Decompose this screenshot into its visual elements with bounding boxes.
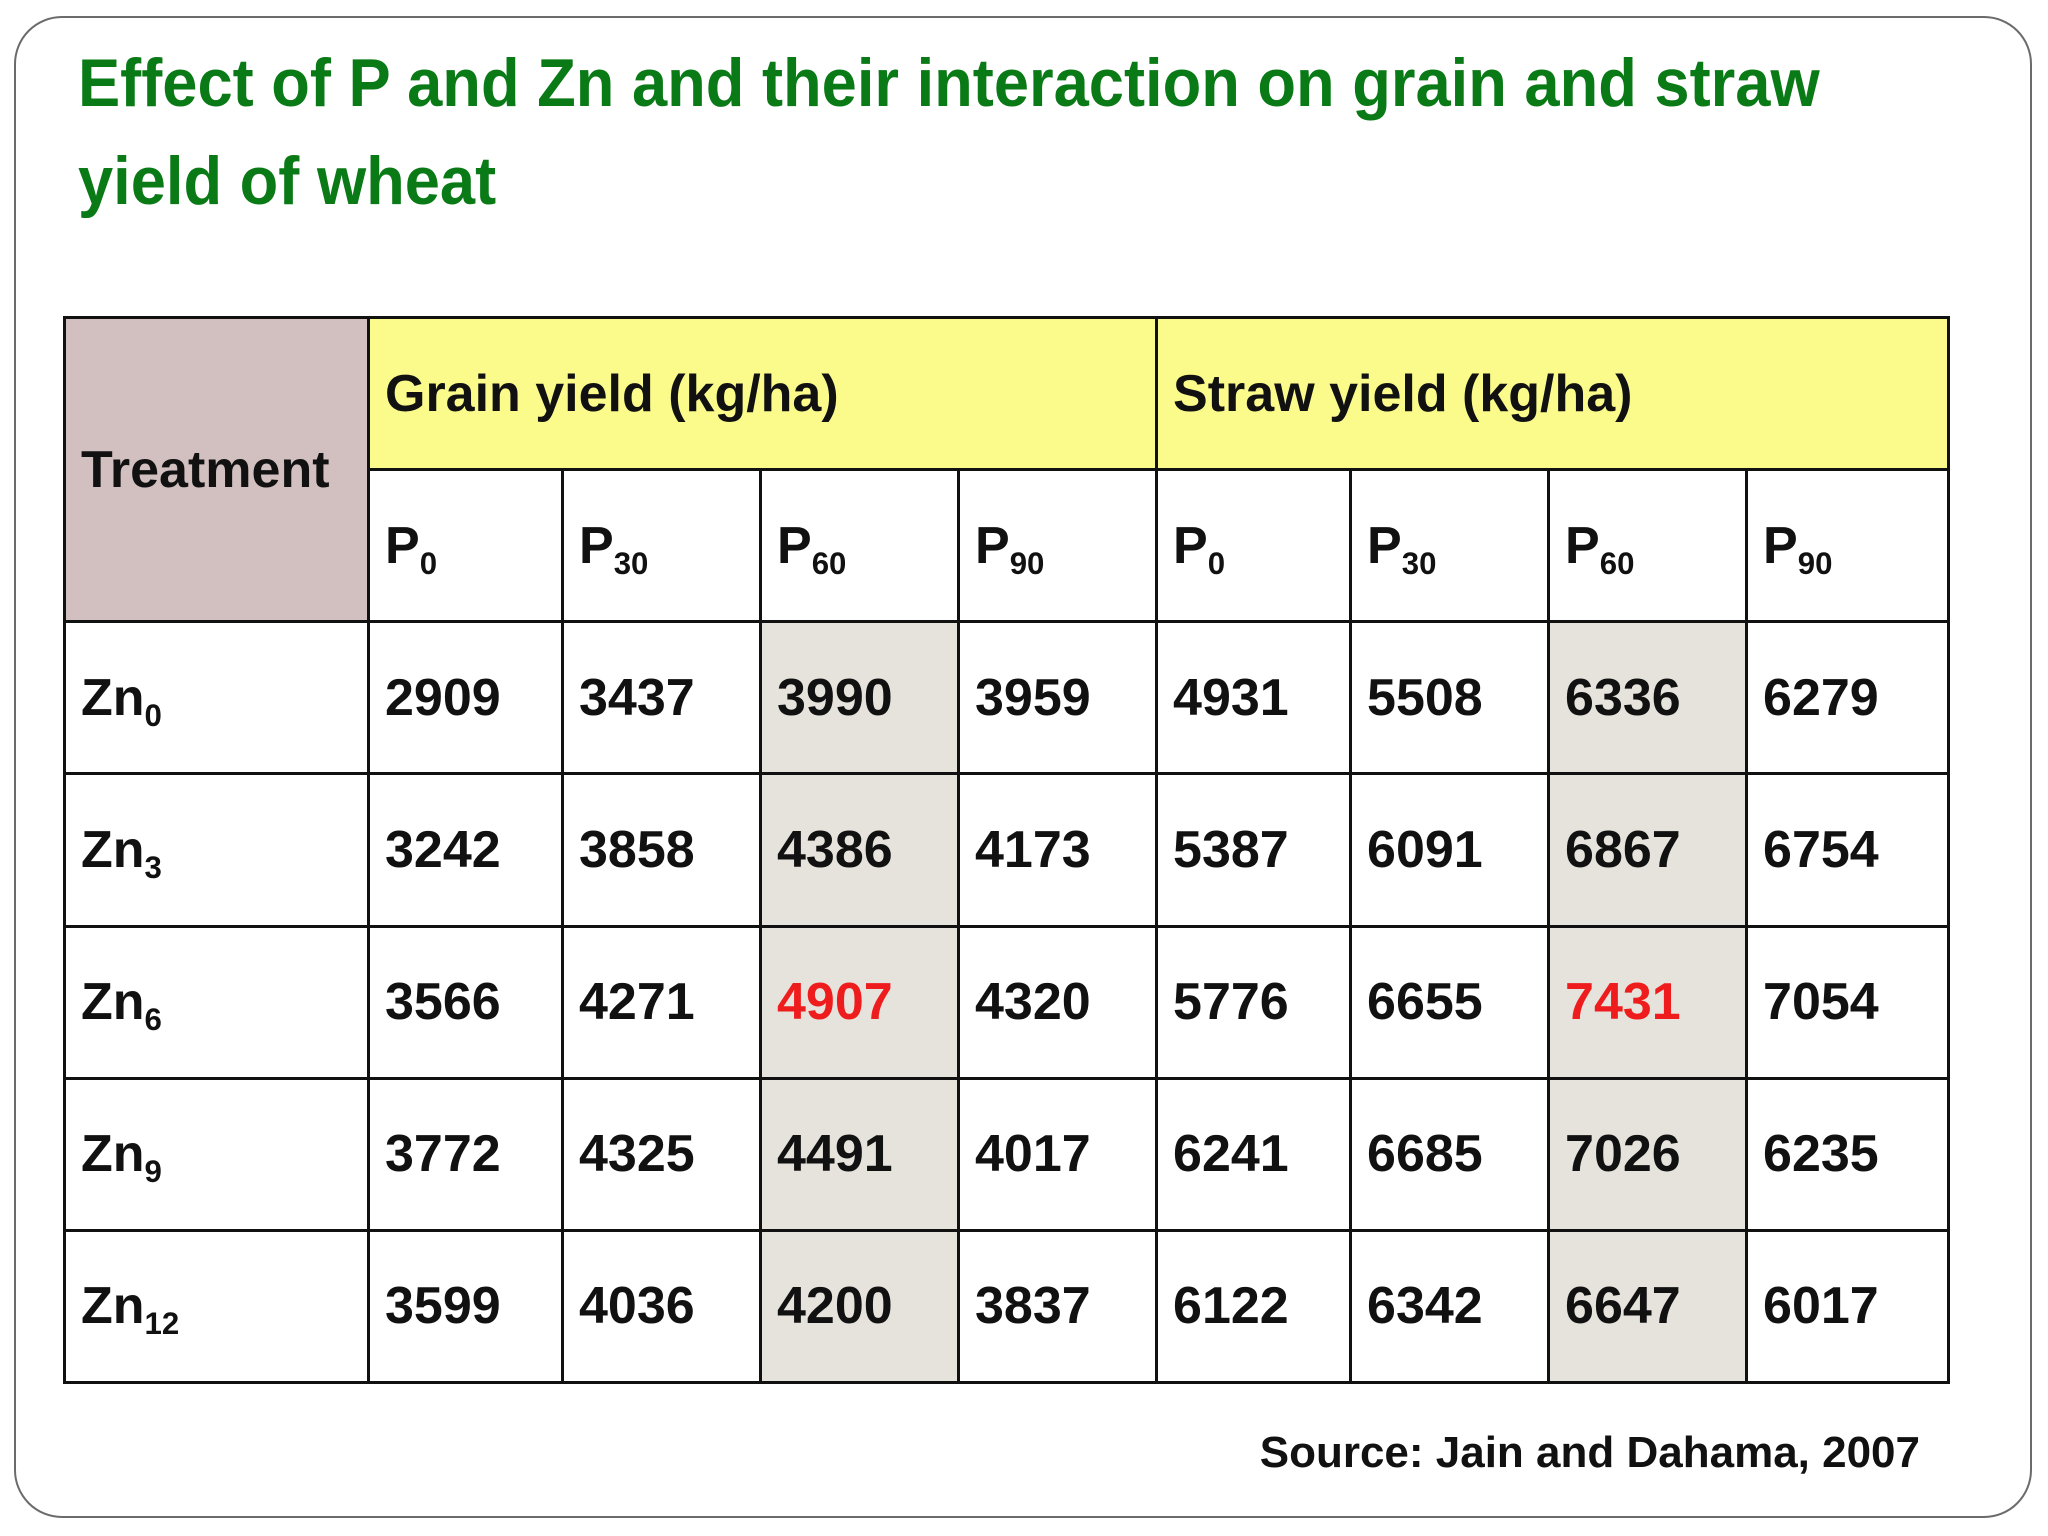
yield-cell: 4173 (956, 772, 1159, 928)
yield-cell: 7054 (1745, 924, 1951, 1080)
yield-cell: 4320 (956, 924, 1159, 1080)
yield-cell: 5776 (1155, 924, 1353, 1080)
table-row: Zn9 3772 4325 4491 4017 6241 6685 7026 6235 (63, 1076, 1951, 1232)
p-level-header: P30 (1349, 468, 1551, 624)
zn-level-label: Zn0 (63, 620, 370, 776)
yield-cell: 3959 (956, 620, 1159, 776)
yield-cell: 7431 (1547, 924, 1749, 1080)
yield-cell: 3772 (367, 1076, 564, 1232)
yield-cell: 3990 (759, 620, 960, 776)
yield-cell: 6336 (1547, 620, 1749, 776)
p-level-subscript: 30 (613, 545, 649, 581)
yield-cell: 4386 (759, 772, 960, 928)
yield-cell: 4036 (561, 1228, 762, 1385)
zn-level-base: Zn (81, 973, 145, 1032)
p-level-header: P60 (759, 468, 960, 624)
grain-yield-header: Grain yield (kg/ha) (366, 315, 1159, 472)
zn-level-subscript: 12 (144, 1306, 180, 1342)
table-row: Zn3 3242 3858 4386 4173 5387 6091 6867 6754 (63, 772, 1951, 928)
p-level-base: P (579, 516, 614, 575)
table-row: Zn0 2909 3437 3990 3959 4931 5508 6336 6279 (63, 620, 1951, 776)
yield-table: Treatment Grain yield (kg/ha) Straw yiel… (63, 315, 1951, 1385)
yield-cell: 5508 (1349, 620, 1551, 776)
yield-cell: 4931 (1155, 620, 1353, 776)
yield-cell: 4325 (561, 1076, 762, 1232)
yield-cell: 6235 (1745, 1076, 1951, 1232)
zn-level-subscript: 6 (144, 1002, 162, 1038)
p-level-header: P30 (561, 468, 762, 624)
p-level-header: P90 (956, 468, 1159, 624)
p-level-base: P (1367, 516, 1402, 575)
yield-cell: 3566 (367, 924, 564, 1080)
yield-cell: 5387 (1155, 772, 1353, 928)
zn-level-label: Zn6 (63, 924, 370, 1080)
yield-cell: 4017 (956, 1076, 1159, 1232)
zn-level-label: Zn12 (63, 1228, 370, 1385)
yield-cell: 3599 (367, 1228, 564, 1385)
zn-level-base: Zn (81, 668, 145, 727)
p-level-base: P (1763, 516, 1798, 575)
p-level-header: P90 (1745, 468, 1951, 624)
zn-level-label: Zn3 (63, 772, 370, 928)
p-level-subscript: 60 (811, 545, 847, 581)
source-citation: Source: Jain and Dahama, 2007 (1259, 1428, 1920, 1477)
p-level-base: P (777, 516, 812, 575)
p-level-base: P (1565, 516, 1600, 575)
zn-level-label: Zn9 (63, 1076, 370, 1232)
p-level-base: P (1173, 516, 1208, 575)
yield-cell: 4200 (759, 1228, 960, 1385)
zn-level-subscript: 3 (144, 849, 162, 885)
p-level-base: P (385, 516, 420, 575)
yield-cell: 4271 (561, 924, 762, 1080)
yield-cell: 6647 (1547, 1228, 1749, 1385)
zn-level-subscript: 0 (144, 697, 162, 733)
p-level-subscript: 90 (1797, 545, 1833, 581)
p-level-subscript: 60 (1599, 545, 1635, 581)
p-level-subscript: 90 (1009, 545, 1045, 581)
yield-cell: 3437 (561, 620, 762, 776)
p-level-base: P (975, 516, 1010, 575)
zn-level-base: Zn (81, 1125, 145, 1184)
yield-cell: 6122 (1155, 1228, 1353, 1385)
p-level-header: P0 (1155, 468, 1353, 624)
yield-cell: 4907 (759, 924, 960, 1080)
yield-cell: 6342 (1349, 1228, 1551, 1385)
p-level-subscript: 0 (419, 545, 438, 581)
yield-cell: 6867 (1547, 772, 1749, 928)
yield-cell: 6279 (1745, 620, 1951, 776)
yield-cell: 6017 (1745, 1228, 1951, 1385)
yield-cell: 3837 (956, 1228, 1159, 1385)
yield-cell: 4491 (759, 1076, 960, 1232)
yield-cell: 6241 (1155, 1076, 1353, 1232)
p-level-subscript: 30 (1401, 545, 1437, 581)
yield-cell: 6655 (1349, 924, 1551, 1080)
yield-cell: 6754 (1745, 772, 1951, 928)
straw-yield-header: Straw yield (kg/ha) (1155, 315, 1951, 472)
table-row: Zn6 3566 4271 4907 4320 5776 6655 7431 7054 (63, 924, 1951, 1080)
p-level-header: P0 (367, 468, 564, 624)
zn-level-subscript: 9 (144, 1154, 162, 1190)
yield-cell: 6685 (1349, 1076, 1551, 1232)
zn-level-base: Zn (81, 1277, 145, 1336)
zn-level-base: Zn (81, 820, 145, 879)
yield-cell: 7026 (1547, 1076, 1749, 1232)
yield-cell: 3242 (367, 772, 564, 928)
yield-cell: 6091 (1349, 772, 1551, 928)
p-level-subscript: 0 (1207, 545, 1226, 581)
slide-title: Effect of P and Zn and their interaction… (78, 45, 1820, 219)
p-level-header: P60 (1547, 468, 1749, 624)
yield-cell: 3858 (561, 772, 762, 928)
yield-cell: 2909 (367, 620, 564, 776)
table-row: Zn12 3599 4036 4200 3837 6122 6342 6647 6017 (63, 1228, 1951, 1385)
treatment-header: Treatment (63, 315, 370, 624)
